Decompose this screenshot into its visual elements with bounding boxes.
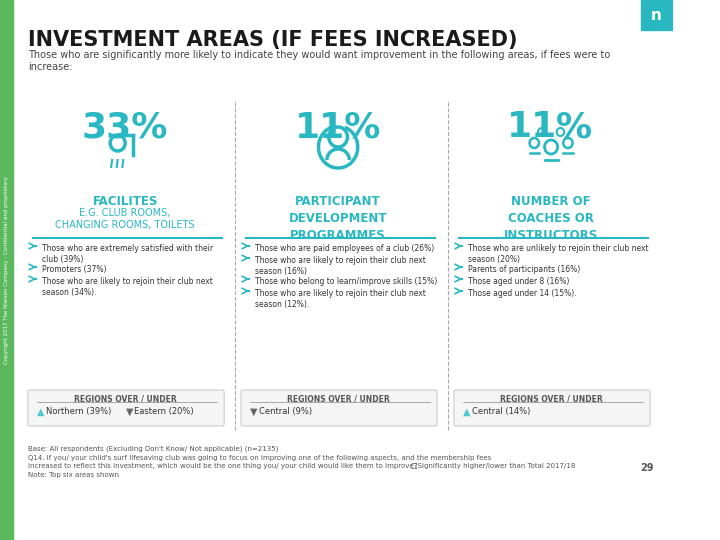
- Text: ▲: ▲: [463, 407, 471, 417]
- Text: ▼: ▼: [251, 407, 258, 417]
- Text: Those who are unlikely to rejoin their club next
season (20%): Those who are unlikely to rejoin their c…: [468, 244, 649, 264]
- Text: Eastern (20%): Eastern (20%): [135, 407, 194, 416]
- Text: 33%: 33%: [82, 110, 168, 144]
- Bar: [641, 0, 672, 30]
- Text: n: n: [651, 8, 662, 23]
- Text: ▲: ▲: [37, 407, 45, 417]
- FancyBboxPatch shape: [241, 390, 437, 426]
- Text: PARTICIPANT
DEVELOPMENT
PROGRAMMES: PARTICIPANT DEVELOPMENT PROGRAMMES: [289, 195, 387, 242]
- Text: Those who belong to learn/improve skills (15%): Those who belong to learn/improve skills…: [255, 277, 437, 286]
- Text: Central (14%): Central (14%): [472, 407, 530, 416]
- Text: Northern (39%): Northern (39%): [46, 407, 111, 416]
- Text: 29: 29: [640, 463, 654, 473]
- Text: Note: Top six areas shown: Note: Top six areas shown: [28, 472, 119, 478]
- Text: NUMBER OF
COACHES OR
INSTRUCTORS: NUMBER OF COACHES OR INSTRUCTORS: [504, 195, 598, 242]
- Text: REGIONS OVER / UNDER: REGIONS OVER / UNDER: [73, 394, 176, 403]
- Text: Promoters (37%): Promoters (37%): [42, 265, 107, 274]
- Text: □Significantly higher/lower than Total 2017/18: □Significantly higher/lower than Total 2…: [411, 463, 575, 469]
- Text: Parents of participants (16%): Parents of participants (16%): [468, 265, 580, 274]
- Text: Those who are likely to rejoin their club next
season (16%): Those who are likely to rejoin their clu…: [255, 256, 426, 276]
- Text: ▼: ▼: [126, 407, 134, 417]
- FancyBboxPatch shape: [28, 390, 224, 426]
- Text: Base: All respondents (Excluding Don't Know/ Not applicable) (n=2135): Base: All respondents (Excluding Don't K…: [28, 445, 279, 451]
- Text: 11: 11: [508, 110, 557, 144]
- Text: Those who are paid employees of a club (26%): Those who are paid employees of a club (…: [255, 244, 434, 253]
- Text: Central (9%): Central (9%): [258, 407, 312, 416]
- Text: %: %: [555, 110, 592, 144]
- Text: Those who are extremely satisfied with their
club (39%): Those who are extremely satisfied with t…: [42, 244, 213, 264]
- Text: Those aged under 14 (15%).: Those aged under 14 (15%).: [468, 289, 577, 298]
- Text: Those who are significantly more likely to indicate they would want improvement : Those who are significantly more likely …: [28, 50, 611, 72]
- Text: Q14. If you/ your child's surf lifesaving club was going to focus on improving o: Q14. If you/ your child's surf lifesavin…: [28, 455, 491, 469]
- Text: INVESTMENT AREAS (IF FEES INCREASED): INVESTMENT AREAS (IF FEES INCREASED): [28, 30, 518, 50]
- Text: Those who are likely to rejoin their club next
season (34%).: Those who are likely to rejoin their clu…: [42, 277, 213, 297]
- Text: Those aged under 8 (16%): Those aged under 8 (16%): [468, 277, 570, 286]
- Text: Those who are likely to rejoin their club next
season (12%).: Those who are likely to rejoin their clu…: [255, 289, 426, 309]
- Text: FACILITES: FACILITES: [92, 195, 158, 208]
- Text: REGIONS OVER / UNDER: REGIONS OVER / UNDER: [287, 394, 390, 403]
- Text: Copyright 2017 The Nielsen Company - Confidential and proprietary: Copyright 2017 The Nielsen Company - Con…: [4, 176, 9, 364]
- Text: E.G. CLUB ROOMS,
CHANGING ROOMS, TOILETS: E.G. CLUB ROOMS, CHANGING ROOMS, TOILETS: [55, 208, 195, 231]
- Text: REGIONS OVER / UNDER: REGIONS OVER / UNDER: [500, 394, 603, 403]
- Bar: [0, 0, 13, 540]
- Text: 11%: 11%: [295, 110, 382, 144]
- FancyBboxPatch shape: [454, 390, 650, 426]
